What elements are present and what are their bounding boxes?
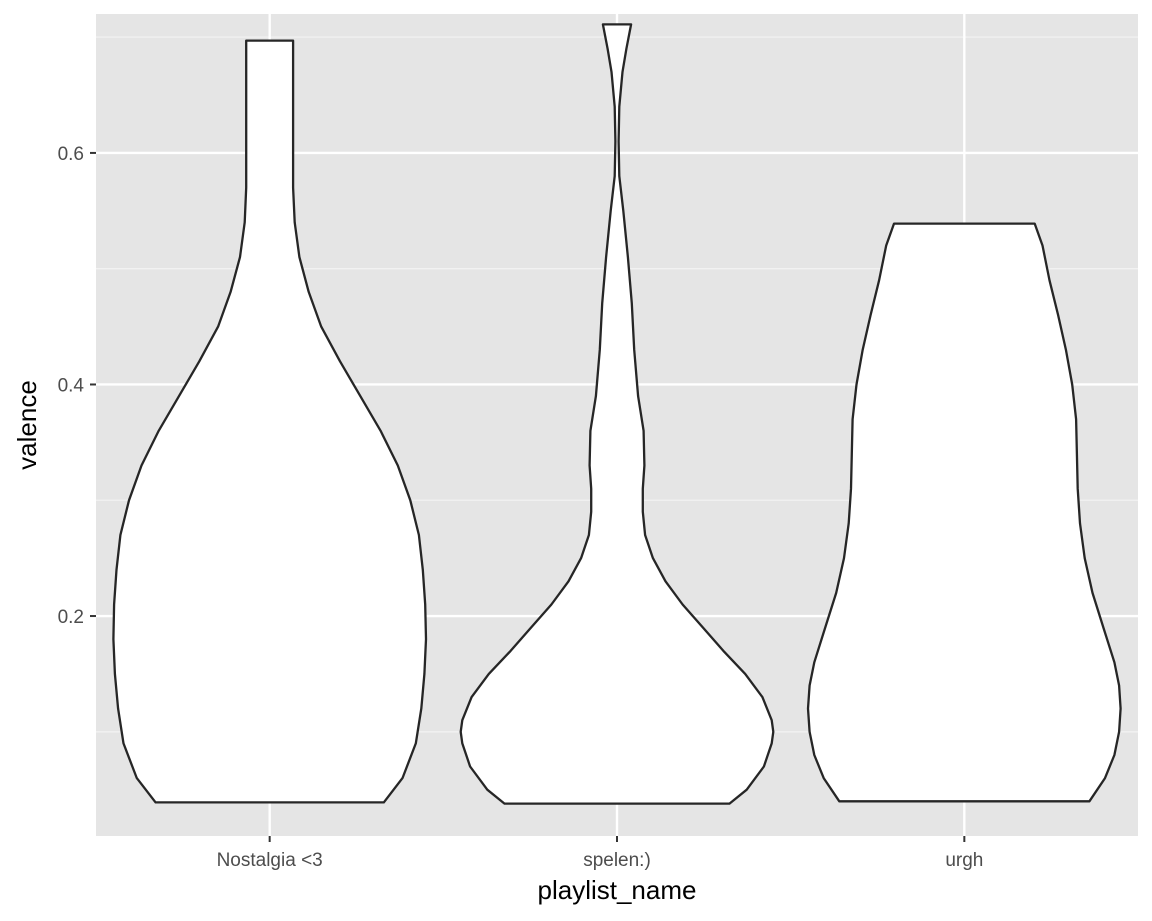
y-tick-label: 0.2 <box>58 607 84 628</box>
y-tick-label: 0.6 <box>58 144 84 165</box>
x-axis-title: playlist_name <box>538 875 697 905</box>
x-axis: Nostalgia <3 spelen:) urgh <box>217 836 983 871</box>
y-axis: 0.2 0.4 0.6 <box>58 144 96 628</box>
x-tick-label: Nostalgia <3 <box>217 850 323 871</box>
x-tick-label: urgh <box>945 850 983 871</box>
x-tick-label: spelen:) <box>583 850 651 871</box>
violin-spelen:) <box>459 23 775 805</box>
violin-urgh <box>806 222 1122 803</box>
violin-Nostalgia <3 <box>112 39 428 804</box>
y-tick-label: 0.4 <box>58 375 85 396</box>
violins <box>112 23 1122 805</box>
y-axis-title: valence <box>12 380 42 470</box>
